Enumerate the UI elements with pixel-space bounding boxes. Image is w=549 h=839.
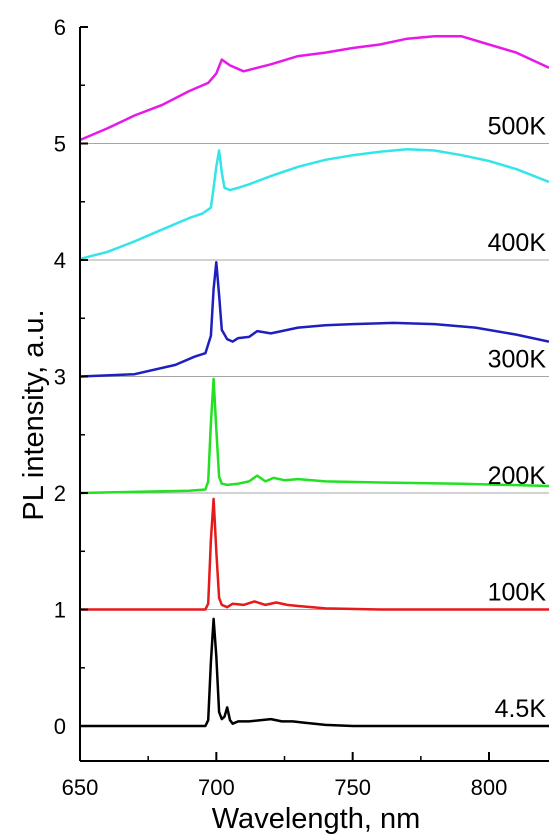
y-tick-label-1: 1 [54,598,66,623]
series-line-400K [79,148,549,261]
y-tick-label-0: 0 [54,714,66,739]
axes [79,26,549,762]
x-tick-label-750: 750 [334,775,371,800]
x-tick-label-800: 800 [471,775,508,800]
series-label-300K: 300K [488,346,547,374]
series-lines [79,35,549,728]
series-label-4.5K: 4.5K [495,695,547,723]
series-label-100K: 100K [488,579,547,607]
series-labels: 4.5K 100K 200K 300K 400K 500K [488,113,547,724]
x-tick-label-700: 700 [198,775,235,800]
x-axis-title: Wavelength, nm [212,803,420,835]
series-line-300K [79,261,549,378]
y-axis-title: PL intensity, a.u. [18,309,50,520]
series-line-200K [79,377,549,495]
series-line-500K [79,35,549,142]
series-label-200K: 200K [488,462,547,490]
y-tick-label-2: 2 [54,481,66,506]
y-tick-label-3: 3 [54,365,66,390]
series-label-500K: 500K [488,113,547,141]
series-label-400K: 400K [488,229,547,257]
series-line-100K [80,497,549,611]
y-tick-label-5: 5 [54,132,66,157]
y-tick-label-4: 4 [54,248,66,273]
tick-labels: 0 1 2 3 4 5 6 650 700 750 800 [54,15,508,800]
gridlines [80,143,549,611]
series-line-4.5K [80,617,549,728]
x-tick-label-650: 650 [62,775,99,800]
y-tick-label-6: 6 [54,15,66,40]
